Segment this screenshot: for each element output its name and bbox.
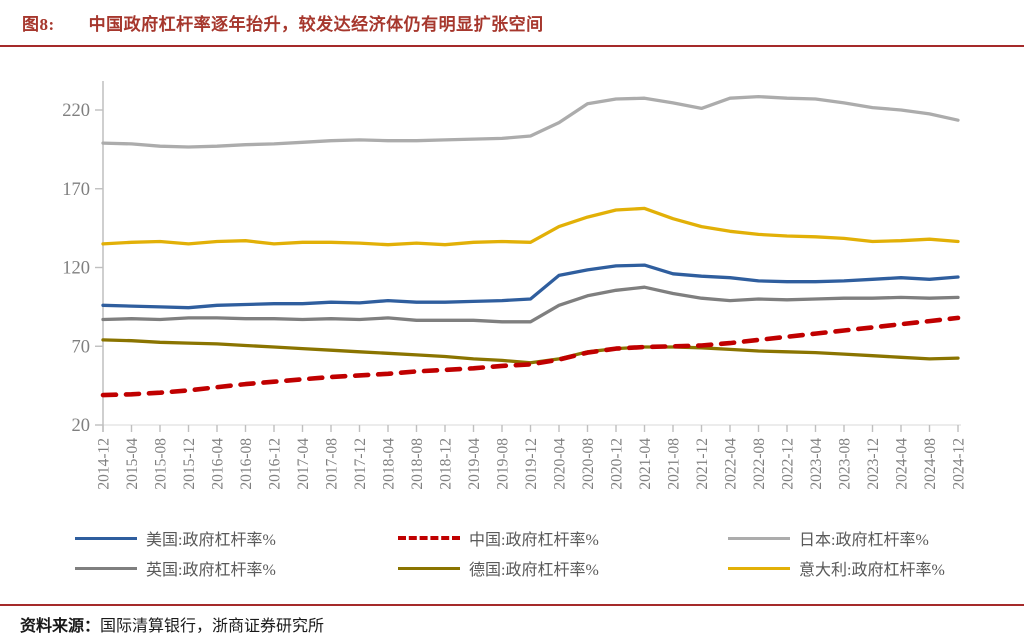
legend-label-china: 中国:政府杠杆率% bbox=[469, 532, 599, 549]
y-axis-label: 20 bbox=[72, 416, 91, 436]
x-axis-label: 2022-12 bbox=[780, 438, 797, 490]
y-axis-label: 170 bbox=[62, 180, 90, 200]
x-axis-label: 2020-12 bbox=[609, 438, 626, 490]
x-axis-label: 2022-04 bbox=[723, 438, 740, 490]
x-axis-label: 2018-08 bbox=[409, 438, 426, 490]
series-line-uk bbox=[101, 285, 960, 324]
x-axis-label: 2019-08 bbox=[495, 438, 512, 490]
legend-item-japan: 日本:政府杠杆率% bbox=[728, 528, 929, 549]
x-axis-label: 2023-12 bbox=[865, 438, 882, 490]
x-axis-label: 2017-12 bbox=[352, 438, 369, 490]
source-label: 资料来源： bbox=[20, 618, 101, 635]
x-axis-label: 2019-04 bbox=[466, 438, 483, 490]
x-axis-label: 2023-08 bbox=[837, 438, 854, 490]
x-axis-label: 2017-04 bbox=[295, 438, 312, 490]
legend-swatch-germany bbox=[398, 566, 460, 570]
x-axis-label: 2019-12 bbox=[523, 438, 540, 490]
x-axis-label: 2024-12 bbox=[951, 438, 968, 490]
y-axis-label: 120 bbox=[62, 259, 90, 279]
chart-canvas: 2014-12 2015-04 2015-08 2015-12 2016-04 2016-… bbox=[62, 81, 968, 490]
x-axis-label: 2023-04 bbox=[808, 438, 825, 490]
legend-swatch-italy bbox=[728, 566, 790, 570]
x-axis-label: 2016-04 bbox=[210, 438, 227, 490]
legend-label-us: 美国:政府杠杆率% bbox=[146, 532, 276, 549]
series-line-japan bbox=[101, 94, 960, 149]
series-line-us bbox=[101, 263, 960, 310]
x-axis-label: 2015-12 bbox=[181, 438, 198, 490]
legend-item-us: 美国:政府杠杆率% bbox=[75, 528, 276, 549]
series-line-china bbox=[100, 315, 961, 398]
x-axis-label: 2022-08 bbox=[751, 438, 768, 490]
x-axis-label: 2014-12 bbox=[96, 438, 113, 490]
x-axis-label: 2024-08 bbox=[922, 438, 939, 490]
x-axis-label: 2024-04 bbox=[894, 438, 911, 490]
source-line: 资料来源：国际清算银行，浙商证券研究所 bbox=[20, 612, 324, 636]
title-divider-rule bbox=[0, 45, 1024, 47]
x-axis-label: 2015-04 bbox=[124, 438, 141, 490]
legend-item-uk: 英国:政府杠杆率% bbox=[75, 558, 276, 579]
legend-item-germany: 德国:政府杠杆率% bbox=[398, 558, 599, 579]
legend-swatch-us bbox=[75, 536, 137, 540]
x-axis-label: 2021-12 bbox=[694, 438, 711, 490]
chart-area: 2014-12 2015-04 2015-08 2015-12 2016-04 2016-… bbox=[0, 55, 1024, 525]
x-axis-label: 2017-08 bbox=[324, 438, 341, 490]
legend-swatch-japan bbox=[728, 536, 790, 540]
y-axis-label: 220 bbox=[62, 101, 90, 121]
x-axis-label: 2021-08 bbox=[666, 438, 683, 490]
legend-label-uk: 英国:政府杠杆率% bbox=[146, 562, 276, 579]
legend-label-germany: 德国:政府杠杆率% bbox=[469, 562, 599, 579]
x-axis-label: 2021-04 bbox=[637, 438, 654, 490]
legend-swatch-china bbox=[398, 536, 460, 540]
figure-title-text: 中国政府杠杆率逐年抬升，较发达经济体仍有明显扩张空间 bbox=[88, 15, 544, 34]
x-axis-label: 2016-12 bbox=[267, 438, 284, 490]
y-axis-label: 70 bbox=[72, 337, 91, 357]
x-axis-label: 2018-12 bbox=[438, 438, 455, 490]
x-axis-label: 2020-08 bbox=[580, 438, 597, 490]
legend-swatch-uk bbox=[75, 566, 137, 570]
page-title: 图8: 中国政府杠杆率逐年抬升，较发达经济体仍有明显扩张空间 bbox=[22, 10, 1002, 35]
figure-number: 图8: bbox=[22, 15, 55, 34]
x-axis-label: 2018-04 bbox=[381, 438, 398, 490]
legend-item-china: 中国:政府杠杆率% bbox=[398, 528, 599, 549]
x-axis-label: 2016-08 bbox=[238, 438, 255, 490]
source-text: 国际清算银行，浙商证券研究所 bbox=[100, 618, 325, 635]
legend-label-italy: 意大利:政府杠杆率% bbox=[799, 562, 945, 579]
footer-divider-rule bbox=[0, 604, 1024, 606]
x-axis-label: 2020-04 bbox=[552, 438, 569, 490]
legend-label-japan: 日本:政府杠杆率% bbox=[799, 532, 929, 549]
series-line-germany bbox=[101, 338, 960, 365]
x-axis-label: 2015-08 bbox=[153, 438, 170, 490]
series-line-italy bbox=[101, 206, 960, 247]
legend-item-italy: 意大利:政府杠杆率% bbox=[728, 558, 945, 579]
